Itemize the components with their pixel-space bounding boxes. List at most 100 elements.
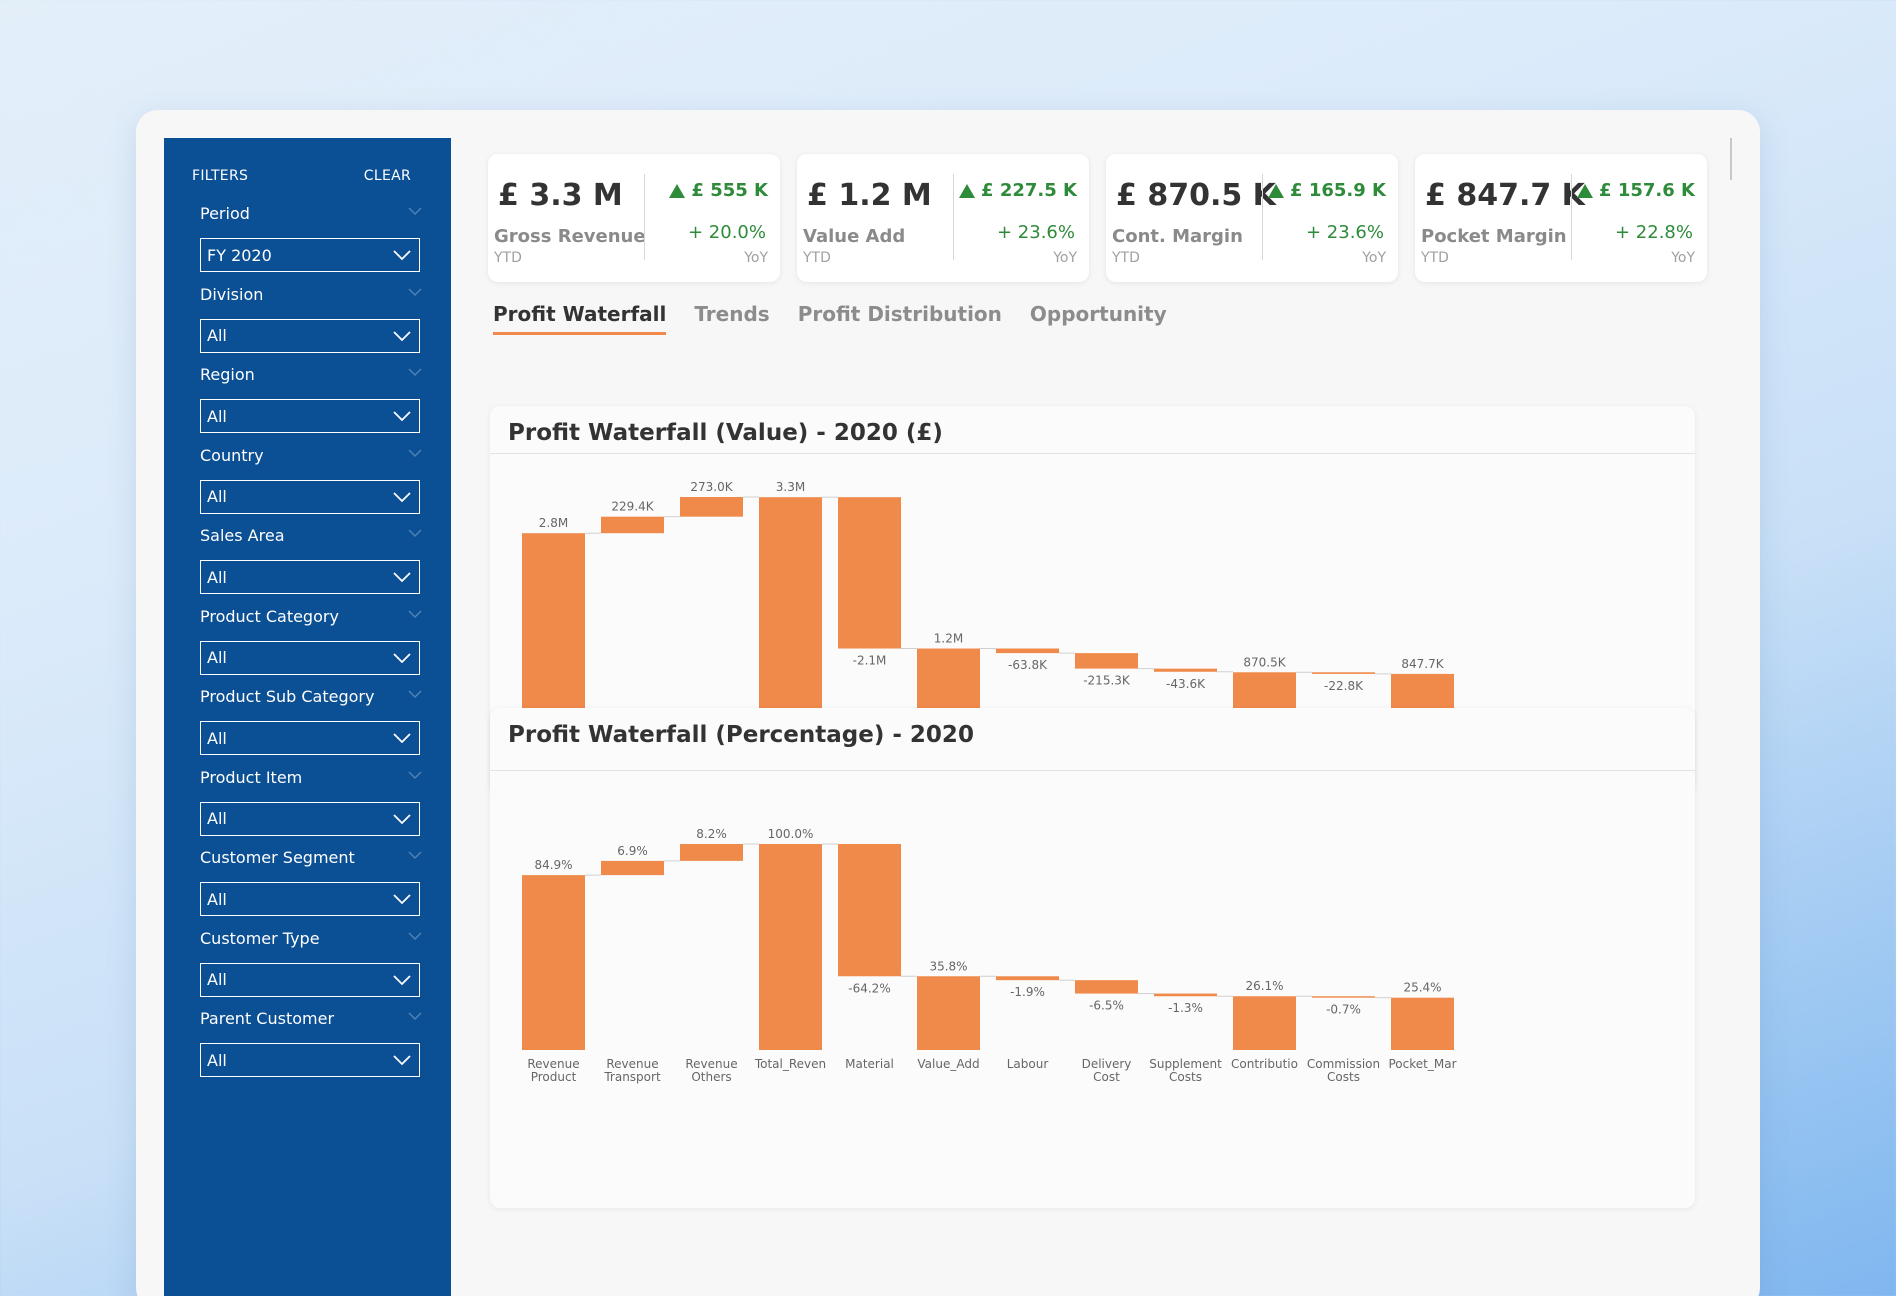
filter-label: Period bbox=[200, 204, 422, 226]
waterfall-bar[interactable] bbox=[1154, 668, 1217, 672]
percentage-waterfall-chart: 84.9%RevenueProduct6.9%RevenueTransport8… bbox=[522, 827, 1457, 1084]
card-divider bbox=[490, 770, 1695, 771]
filter-label: Country bbox=[200, 446, 422, 468]
kpi-divider bbox=[1262, 174, 1263, 260]
filter-label: Product Category bbox=[200, 606, 422, 629]
value-waterfall-title: Profit Waterfall (Value) - 2020 (£) bbox=[508, 420, 943, 446]
kpi-card: £ 847.7 K Pocket Margin YTD £ 157.6 K + 22.8… bbox=[1415, 154, 1707, 282]
kpi-label: Value Add bbox=[803, 226, 906, 247]
filter-group: Product Category All bbox=[200, 606, 422, 675]
kpi-divider bbox=[1571, 174, 1572, 260]
kpi-comparison: YoY bbox=[1362, 250, 1386, 266]
bar-data-label: -22.8K bbox=[1324, 679, 1364, 693]
category-tick-label: Material bbox=[845, 1057, 894, 1071]
bar-data-label: 8.2% bbox=[696, 827, 727, 841]
bar-data-label: 3.3M bbox=[776, 480, 805, 494]
collapse-chevron-icon[interactable] bbox=[408, 287, 422, 297]
filter-dropdown[interactable]: All bbox=[200, 479, 420, 514]
waterfall-bar[interactable] bbox=[522, 875, 585, 1050]
waterfall-bar[interactable] bbox=[601, 860, 664, 876]
waterfall-bar[interactable] bbox=[1391, 997, 1454, 1050]
category-tick-label: Product bbox=[531, 1070, 577, 1084]
category-tick-label: Delivery bbox=[1082, 1057, 1132, 1071]
kpi-card: £ 3.3 M Gross Revenue YTD £ 555 K + 20.0% YoY bbox=[488, 154, 780, 282]
kpi-period: YTD bbox=[494, 250, 522, 266]
filter-dropdown[interactable]: All bbox=[200, 318, 420, 353]
bar-data-label: 100.0% bbox=[768, 827, 814, 841]
filter-label-text: Product Category bbox=[200, 606, 339, 626]
tab-profit-waterfall[interactable]: Profit Waterfall bbox=[493, 302, 667, 335]
waterfall-bar[interactable] bbox=[1233, 996, 1296, 1050]
bar-data-label: 6.9% bbox=[617, 844, 648, 858]
waterfall-bar[interactable] bbox=[1075, 980, 1138, 994]
category-tick-label: Revenue bbox=[527, 1057, 579, 1071]
waterfall-bar[interactable] bbox=[1312, 672, 1375, 674]
waterfall-bar[interactable] bbox=[601, 516, 664, 534]
waterfall-bar[interactable] bbox=[838, 844, 901, 977]
filter-group: Sales Area All bbox=[200, 526, 422, 594]
filter-group: Product Item All bbox=[200, 767, 422, 836]
category-tick-label: Revenue bbox=[606, 1057, 658, 1071]
waterfall-bar[interactable] bbox=[996, 648, 1059, 654]
filter-group: Customer Segment All bbox=[200, 848, 422, 916]
up-arrow-icon bbox=[669, 183, 686, 198]
filter-selected-value: All bbox=[207, 809, 227, 828]
waterfall-bar[interactable] bbox=[838, 497, 901, 649]
waterfall-bar[interactable] bbox=[917, 976, 980, 1050]
collapse-chevron-icon[interactable] bbox=[408, 609, 422, 619]
filter-group: Division All bbox=[200, 284, 422, 353]
collapse-chevron-icon[interactable] bbox=[408, 770, 422, 780]
filter-dropdown[interactable]: All bbox=[200, 640, 420, 675]
filter-dropdown[interactable]: FY 2020 bbox=[200, 238, 420, 272]
kpi-value: £ 1.2 M bbox=[807, 178, 932, 213]
bar-data-label: -1.3% bbox=[1168, 1001, 1203, 1015]
filter-label-text: Division bbox=[200, 284, 264, 304]
collapse-chevron-icon[interactable] bbox=[408, 689, 422, 699]
collapse-chevron-icon[interactable] bbox=[408, 206, 422, 216]
kpi-delta-value: £ 157.6 K bbox=[1599, 180, 1695, 201]
bar-data-label: 25.4% bbox=[1403, 981, 1441, 995]
collapse-chevron-icon[interactable] bbox=[408, 448, 422, 458]
waterfall-bar[interactable] bbox=[1312, 996, 1375, 998]
waterfall-bar[interactable] bbox=[759, 844, 822, 1050]
waterfall-bar[interactable] bbox=[996, 976, 1059, 981]
tab-trends[interactable]: Trends bbox=[694, 302, 770, 326]
filter-dropdown[interactable]: All bbox=[200, 801, 420, 836]
bar-data-label: 273.0K bbox=[690, 480, 733, 494]
waterfall-bar[interactable] bbox=[759, 497, 822, 735]
waterfall-bar[interactable] bbox=[1075, 653, 1138, 669]
filter-dropdown[interactable]: All bbox=[200, 399, 420, 433]
filter-label-text: Product Item bbox=[200, 767, 303, 787]
waterfall-bar[interactable] bbox=[522, 533, 585, 735]
filter-dropdown[interactable]: All bbox=[200, 560, 420, 594]
filter-label-text: Period bbox=[200, 204, 250, 223]
filter-label: Region bbox=[200, 365, 422, 387]
tab-profit-distribution[interactable]: Profit Distribution bbox=[797, 302, 1002, 326]
clear-filters-button[interactable]: CLEAR bbox=[363, 168, 411, 184]
filter-dropdown[interactable]: All bbox=[200, 962, 420, 997]
filter-dropdown[interactable]: All bbox=[200, 882, 420, 916]
tab-opportunity[interactable]: Opportunity bbox=[1029, 302, 1167, 326]
up-arrow-icon bbox=[1268, 183, 1285, 198]
filter-label: Product Sub Category bbox=[200, 687, 422, 709]
dashboard-window: FILTERS CLEAR Period FY 2020 Division All Re… bbox=[136, 110, 1760, 1296]
collapse-chevron-icon[interactable] bbox=[408, 931, 422, 941]
waterfall-bar[interactable] bbox=[680, 844, 743, 861]
chevron-down-icon bbox=[393, 894, 411, 905]
collapse-chevron-icon[interactable] bbox=[408, 1011, 422, 1021]
filter-label-text: Region bbox=[200, 365, 255, 384]
collapse-chevron-icon[interactable] bbox=[408, 367, 422, 377]
chevron-down-icon bbox=[393, 974, 411, 985]
kpi-card: £ 1.2 M Value Add YTD £ 227.5 K + 23.6% YoY bbox=[797, 154, 1089, 282]
scrollbar[interactable] bbox=[1730, 138, 1732, 180]
kpi-label: Pocket Margin bbox=[1421, 226, 1567, 247]
filter-dropdown[interactable]: All bbox=[200, 1043, 420, 1077]
waterfall-bar[interactable] bbox=[1154, 993, 1217, 997]
filter-dropdown[interactable]: All bbox=[200, 721, 420, 755]
kpi-delta: £ 227.5 K bbox=[959, 180, 1077, 201]
filters-header: FILTERS CLEAR bbox=[192, 168, 411, 184]
collapse-chevron-icon[interactable] bbox=[408, 528, 422, 538]
waterfall-bar[interactable] bbox=[680, 497, 743, 517]
bar-data-label: -2.1M bbox=[853, 654, 887, 668]
collapse-chevron-icon[interactable] bbox=[408, 850, 422, 860]
